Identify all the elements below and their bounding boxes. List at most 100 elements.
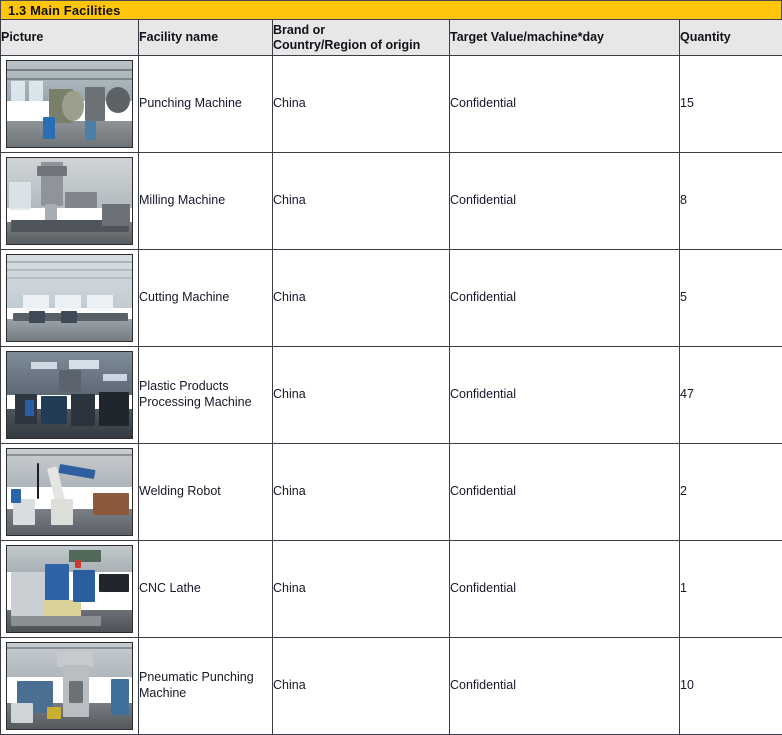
table-row: Cutting Machine China Confidential 5	[1, 250, 782, 347]
facility-target-value-cell: Confidential	[450, 444, 680, 541]
facility-quantity-cell: 2	[680, 444, 782, 541]
photo-roof-beam	[7, 261, 132, 263]
pneumatic-punching-machine-photo	[6, 642, 133, 730]
column-header-brand-line2: Country/Region of origin	[273, 38, 420, 52]
photo-worker	[85, 121, 96, 140]
photo-window	[87, 295, 113, 311]
photo-roof-beam	[7, 269, 132, 271]
column-header-picture: Picture	[1, 20, 139, 56]
facility-quantity-cell: 10	[680, 638, 782, 735]
photo-machine	[99, 392, 129, 426]
facility-quantity-cell: 47	[680, 347, 782, 444]
facility-name-cell: Welding Robot	[139, 444, 273, 541]
photo-roof-beam	[7, 454, 132, 456]
photo-machine	[62, 91, 84, 121]
facility-target-value-cell: Confidential	[450, 638, 680, 735]
table-row: Milling Machine China Confidential 8	[1, 153, 782, 250]
photo-roof-beam	[7, 69, 132, 71]
facility-target-value-cell: Confidential	[450, 541, 680, 638]
photo-control-panel	[73, 570, 95, 602]
photo-machine	[41, 396, 67, 424]
photo-table	[93, 493, 129, 515]
cnc-lathe-photo	[6, 545, 133, 633]
photo-cable	[37, 463, 39, 499]
photo-roof-beam	[7, 78, 132, 80]
table-row: Plastic Products Processing Machine Chin…	[1, 347, 782, 444]
photo-press	[69, 681, 83, 703]
photo-window	[9, 182, 31, 210]
column-header-brand-line1: Brand or	[273, 23, 325, 37]
photo-worker	[25, 400, 34, 416]
photo-machine	[65, 192, 97, 208]
column-header-target-value: Target Value/machine*day	[450, 20, 680, 56]
photo-machine	[37, 166, 67, 176]
page-title: 1.3 Main Facilities	[8, 3, 120, 18]
main-facilities-table: Picture Facility name Brand or Country/R…	[0, 19, 782, 735]
photo-worker	[43, 117, 55, 139]
facility-brand-cell: China	[273, 250, 450, 347]
photo-light	[69, 360, 99, 369]
facility-target-value-cell: Confidential	[450, 153, 680, 250]
table-row: CNC Lathe China Confidential 1	[1, 541, 782, 638]
column-header-brand-origin: Brand or Country/Region of origin	[273, 20, 450, 56]
milling-machine-photo	[6, 157, 133, 245]
facility-brand-cell: China	[273, 153, 450, 250]
facility-brand-cell: China	[273, 347, 450, 444]
facility-brand-cell: China	[273, 638, 450, 735]
photo-duct	[59, 370, 81, 392]
photo-light	[31, 362, 57, 369]
photo-robot-base	[51, 499, 73, 525]
photo-roof-beam	[7, 277, 132, 279]
facility-brand-cell: China	[273, 541, 450, 638]
table-row: Pneumatic Punching Machine China Confide…	[1, 638, 782, 735]
photo-window	[23, 295, 49, 311]
table-header-row: Picture Facility name Brand or Country/R…	[1, 20, 782, 56]
facility-picture-cell	[1, 638, 139, 735]
photo-window	[55, 295, 81, 311]
facility-quantity-cell: 5	[680, 250, 782, 347]
photo-machine	[45, 564, 69, 604]
plastic-products-processing-machine-photo	[6, 351, 133, 439]
facility-quantity-cell: 1	[680, 541, 782, 638]
cutting-machine-photo	[6, 254, 133, 342]
photo-indicator-light	[75, 560, 81, 568]
table-row: Punching Machine China Confidential 15	[1, 56, 782, 153]
photo-window	[29, 81, 43, 101]
facility-picture-cell	[1, 56, 139, 153]
photo-machine	[71, 394, 95, 426]
facility-name-cell: Cutting Machine	[139, 250, 273, 347]
facility-name-cell: Milling Machine	[139, 153, 273, 250]
facility-name-cell: CNC Lathe	[139, 541, 273, 638]
facility-target-value-cell: Confidential	[450, 250, 680, 347]
photo-machine	[85, 87, 105, 121]
facility-brand-cell: China	[273, 56, 450, 153]
facility-target-value-cell: Confidential	[450, 347, 680, 444]
photo-control-box	[11, 489, 21, 503]
photo-workpiece	[47, 707, 61, 719]
facility-picture-cell	[1, 347, 139, 444]
facility-picture-cell	[1, 153, 139, 250]
photo-machine-base	[11, 616, 101, 626]
facility-name-cell: Pneumatic Punching Machine	[139, 638, 273, 735]
facility-quantity-cell: 8	[680, 153, 782, 250]
facility-brand-cell: China	[273, 444, 450, 541]
photo-window	[11, 81, 25, 101]
facility-picture-cell	[1, 444, 139, 541]
section-title-bar: 1.3 Main Facilities	[0, 0, 782, 19]
facility-target-value-cell: Confidential	[450, 56, 680, 153]
table-row: Welding Robot China Confidential 2	[1, 444, 782, 541]
photo-floor	[7, 121, 132, 147]
facility-quantity-cell: 15	[680, 56, 782, 153]
facility-picture-cell	[1, 541, 139, 638]
column-header-facility-name: Facility name	[139, 20, 273, 56]
facility-name-cell: Plastic Products Processing Machine	[139, 347, 273, 444]
facility-picture-cell	[1, 250, 139, 347]
photo-control-panel	[11, 703, 33, 723]
facility-name-cell: Punching Machine	[139, 56, 273, 153]
photo-machine	[106, 87, 130, 113]
column-header-quantity: Quantity	[680, 20, 782, 56]
photo-machine	[61, 311, 77, 323]
photo-monitor	[99, 574, 129, 592]
photo-window	[69, 550, 101, 562]
